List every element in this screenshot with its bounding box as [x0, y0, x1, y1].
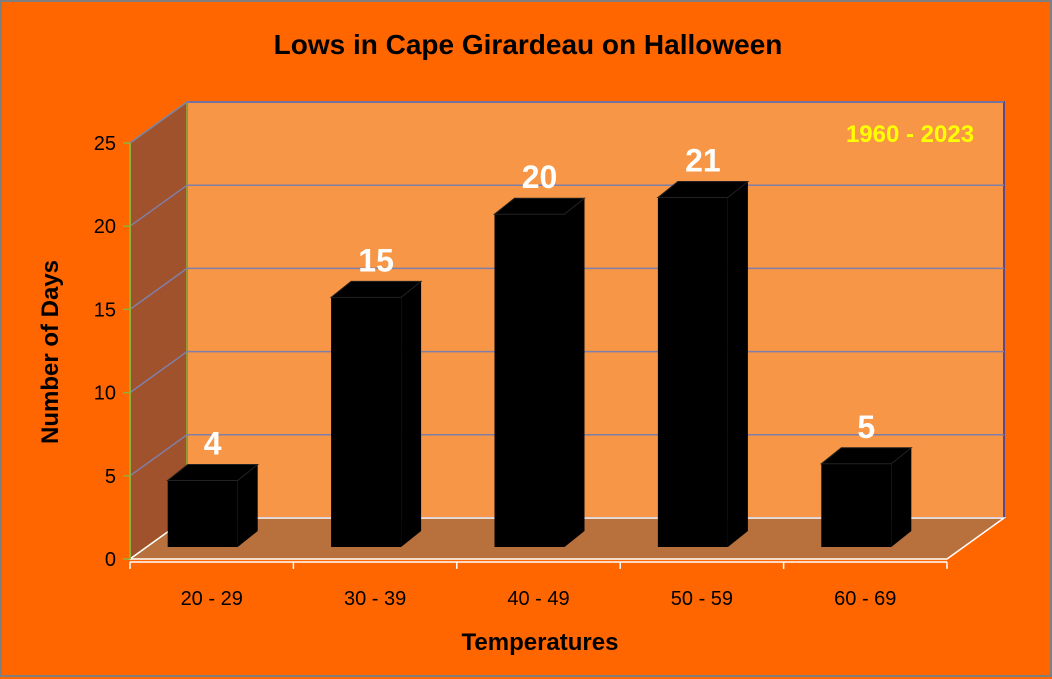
x-tick-label: 20 - 29 — [181, 588, 243, 610]
data-label: 15 — [358, 242, 394, 278]
chart-title: Lows in Cape Girardeau on Halloween — [274, 29, 783, 60]
bar-front — [167, 480, 238, 547]
bar — [329, 280, 423, 547]
data-label: 4 — [204, 425, 222, 461]
bar-top — [329, 280, 423, 298]
bar — [819, 447, 913, 547]
bar-front — [657, 197, 728, 547]
bar-side — [727, 181, 748, 547]
y-tick-label: 10 — [94, 383, 116, 405]
y-tick-label: 25 — [94, 133, 116, 155]
x-tick-label: 30 - 39 — [344, 588, 406, 610]
bar-front — [331, 297, 402, 547]
data-label: 21 — [685, 143, 721, 179]
bar-top — [166, 463, 260, 481]
bar-top — [819, 447, 913, 465]
bar-front — [821, 463, 892, 547]
x-tick-label: 40 - 49 — [507, 588, 569, 610]
bars — [166, 181, 913, 547]
y-tick-label: 5 — [105, 466, 116, 488]
gridline — [129, 101, 1004, 144]
y-tick-label: 0 — [105, 549, 116, 571]
bar-side — [564, 198, 585, 547]
bar-side — [401, 281, 422, 547]
x-axis: 20 - 29 30 - 39 40 - 49 50 - 59 60 - 69 — [129, 561, 948, 610]
y-tick-label: 20 — [94, 216, 116, 238]
x-axis-title: Temperatures — [462, 629, 619, 656]
bar — [656, 181, 750, 547]
y-axis: 0 5 10 15 20 25 — [94, 133, 131, 571]
bar-top — [493, 197, 586, 215]
bar — [493, 197, 586, 547]
bar-side — [891, 447, 912, 547]
y-axis-title: Number of Days — [37, 260, 64, 444]
data-labels: 4 15 20 21 5 — [204, 143, 875, 462]
data-label: 20 — [522, 159, 558, 195]
y-tick-label: 15 — [94, 299, 116, 321]
x-tick-label: 60 - 69 — [834, 588, 896, 610]
bar — [166, 463, 260, 547]
bar-side — [237, 464, 258, 547]
bar-top — [656, 181, 750, 199]
bar-front — [494, 214, 565, 547]
data-label: 5 — [857, 409, 875, 445]
x-tick-label: 50 - 59 — [671, 588, 733, 610]
year-range-annotation: 1960 - 2023 — [846, 121, 974, 148]
